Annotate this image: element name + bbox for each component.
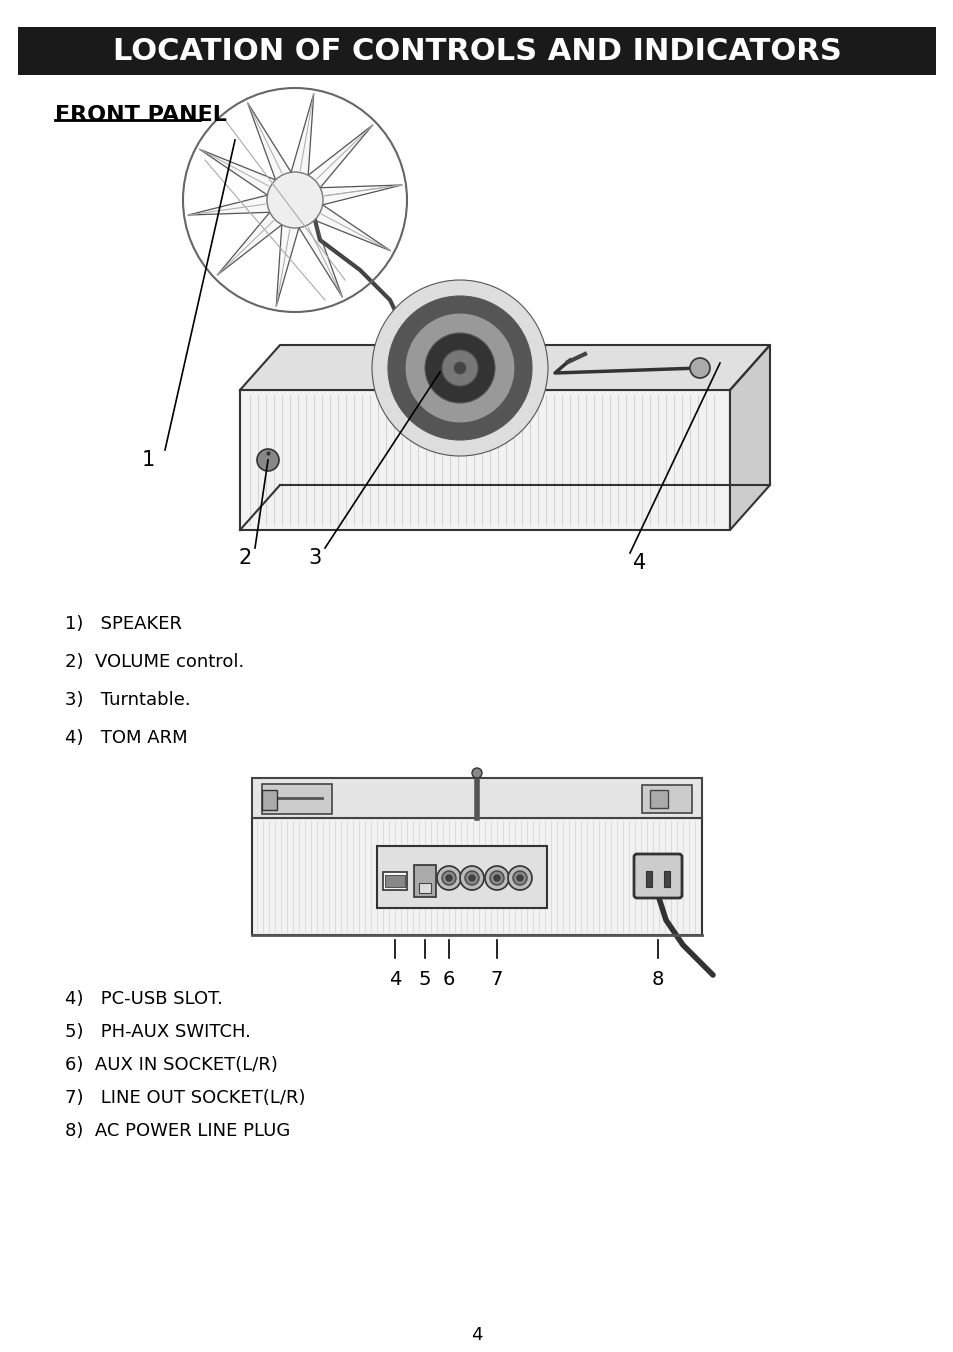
FancyBboxPatch shape	[252, 818, 701, 936]
Text: FRONT PANEL: FRONT PANEL	[55, 105, 227, 124]
Text: 1)   SPEAKER: 1) SPEAKER	[65, 615, 182, 633]
FancyBboxPatch shape	[262, 784, 332, 814]
Text: 4)   PC-USB SLOT.: 4) PC-USB SLOT.	[65, 990, 223, 1009]
Circle shape	[388, 296, 532, 439]
FancyBboxPatch shape	[240, 389, 729, 530]
Text: 4)   TOM ARM: 4) TOM ARM	[65, 729, 188, 748]
Text: 3: 3	[308, 548, 321, 568]
Text: 6: 6	[442, 969, 455, 990]
Circle shape	[490, 871, 503, 886]
Text: 1: 1	[141, 450, 154, 470]
FancyBboxPatch shape	[18, 27, 935, 74]
Text: 2)  VOLUME control.: 2) VOLUME control.	[65, 653, 244, 671]
FancyBboxPatch shape	[634, 854, 681, 898]
FancyBboxPatch shape	[641, 786, 691, 813]
FancyBboxPatch shape	[376, 846, 546, 909]
Text: 5: 5	[418, 969, 431, 990]
Polygon shape	[199, 149, 294, 200]
Circle shape	[441, 350, 477, 387]
Circle shape	[405, 314, 515, 423]
Circle shape	[459, 867, 483, 890]
Text: 4: 4	[389, 969, 401, 990]
Text: 3)   Turntable.: 3) Turntable.	[65, 691, 191, 708]
Text: 7: 7	[490, 969, 502, 990]
Circle shape	[424, 333, 495, 403]
Polygon shape	[188, 195, 294, 215]
Circle shape	[689, 358, 709, 379]
Polygon shape	[294, 200, 342, 297]
Circle shape	[464, 871, 478, 886]
Circle shape	[507, 867, 532, 890]
Text: 2: 2	[238, 548, 252, 568]
Polygon shape	[294, 124, 373, 200]
Text: 4: 4	[471, 1326, 482, 1344]
Text: 7)   LINE OUT SOCKET(L/R): 7) LINE OUT SOCKET(L/R)	[65, 1088, 305, 1107]
Polygon shape	[276, 200, 298, 307]
Circle shape	[494, 875, 499, 882]
FancyBboxPatch shape	[385, 875, 405, 887]
Circle shape	[517, 875, 522, 882]
Circle shape	[256, 449, 278, 470]
Polygon shape	[294, 185, 401, 206]
Circle shape	[484, 867, 509, 890]
Circle shape	[469, 875, 475, 882]
Circle shape	[267, 172, 323, 228]
Circle shape	[513, 871, 526, 886]
Text: 8)  AC POWER LINE PLUG: 8) AC POWER LINE PLUG	[65, 1122, 290, 1140]
FancyBboxPatch shape	[645, 871, 651, 887]
Circle shape	[436, 867, 460, 890]
FancyBboxPatch shape	[382, 872, 407, 890]
Circle shape	[446, 875, 452, 882]
Polygon shape	[240, 345, 769, 389]
Text: 8: 8	[651, 969, 663, 990]
FancyBboxPatch shape	[262, 790, 276, 810]
FancyBboxPatch shape	[418, 883, 431, 894]
Text: LOCATION OF CONTROLS AND INDICATORS: LOCATION OF CONTROLS AND INDICATORS	[112, 37, 841, 65]
Circle shape	[454, 362, 465, 375]
FancyBboxPatch shape	[649, 790, 667, 808]
Circle shape	[372, 280, 547, 456]
FancyBboxPatch shape	[252, 777, 701, 818]
Circle shape	[472, 768, 481, 777]
Polygon shape	[294, 200, 390, 250]
Text: 6)  AUX IN SOCKET(L/R): 6) AUX IN SOCKET(L/R)	[65, 1056, 277, 1073]
Text: 5)   PH-AUX SWITCH.: 5) PH-AUX SWITCH.	[65, 1023, 251, 1041]
Polygon shape	[291, 93, 314, 200]
FancyBboxPatch shape	[414, 865, 436, 896]
Polygon shape	[729, 345, 769, 530]
FancyBboxPatch shape	[663, 871, 669, 887]
Polygon shape	[217, 200, 294, 274]
Text: 4: 4	[633, 553, 646, 573]
Circle shape	[441, 871, 456, 886]
Polygon shape	[248, 103, 294, 200]
